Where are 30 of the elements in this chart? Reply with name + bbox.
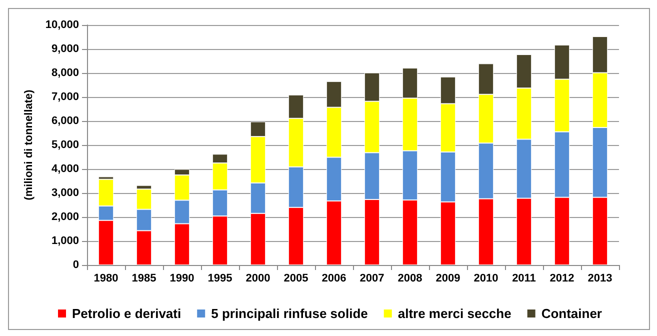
x-tick-label: 2007 bbox=[360, 272, 384, 284]
y-tick-label: 0 bbox=[72, 259, 79, 271]
x-tick-label: 2010 bbox=[474, 272, 498, 284]
legend-label: Container bbox=[541, 306, 602, 321]
legend-label: 5 principali rinfuse solide bbox=[211, 306, 368, 321]
x-tick-label: 2011 bbox=[512, 272, 536, 284]
x-tick-label: 2008 bbox=[398, 272, 422, 284]
x-tick-label: 1995 bbox=[208, 272, 232, 284]
y-tick-label: 1,000 bbox=[51, 235, 79, 247]
x-tick-label: 1990 bbox=[170, 272, 194, 284]
y-tick-label: 9,000 bbox=[51, 43, 79, 55]
x-tick-label: 2009 bbox=[436, 272, 460, 284]
x-tick-label: 1985 bbox=[132, 272, 156, 284]
y-tick-label: 7,000 bbox=[51, 91, 79, 103]
x-tick-label: 2006 bbox=[322, 272, 346, 284]
y-tick-label: 3,000 bbox=[51, 187, 79, 199]
y-tick-label: 2,000 bbox=[51, 211, 79, 223]
x-tick-label: 2005 bbox=[284, 272, 308, 284]
x-tick-label: 1980 bbox=[94, 272, 118, 284]
y-tick-label: 5,000 bbox=[51, 139, 79, 151]
y-tick-label: 8,000 bbox=[51, 67, 79, 79]
y-tick-label: 4,000 bbox=[51, 163, 79, 175]
x-tick-label: 2012 bbox=[550, 272, 574, 284]
y-axis-title: (milioni di tonnellate) bbox=[22, 89, 35, 200]
y-tick-label: 10,000 bbox=[45, 19, 79, 31]
x-tick-label: 2013 bbox=[588, 272, 612, 284]
y-tick-label: 6,000 bbox=[51, 115, 79, 127]
legend-label: altre merci secche bbox=[398, 306, 512, 321]
legend-label: Petrolio e derivati bbox=[72, 306, 182, 321]
x-tick-label: 2000 bbox=[246, 272, 270, 284]
